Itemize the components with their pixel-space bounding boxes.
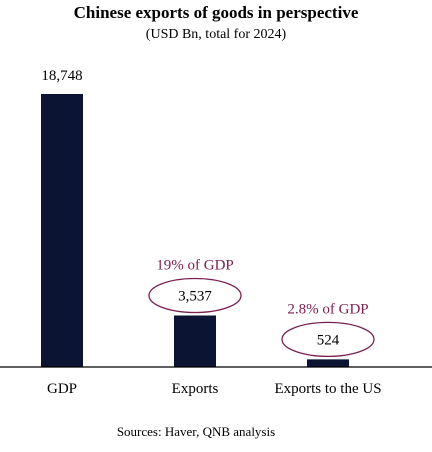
chart-title: Chinese exports of goods in perspective bbox=[74, 3, 359, 22]
bar-gdp bbox=[41, 94, 83, 367]
category-label-exports-to-the-us: Exports to the US bbox=[274, 381, 381, 397]
value-label-exports-to-the-us: 524 bbox=[317, 332, 340, 348]
annotation-exports-to-the-us: 2.8% of GDP bbox=[287, 301, 368, 317]
category-label-exports: Exports bbox=[172, 381, 219, 397]
value-label-gdp: 18,748 bbox=[41, 68, 82, 84]
source-note: Sources: Haver, QNB analysis bbox=[117, 424, 275, 439]
bar-exports bbox=[174, 315, 216, 367]
bar-exports-to-the-us bbox=[307, 359, 349, 367]
value-highlight-exports bbox=[148, 277, 242, 314]
plot-area: GDP 18,748 Exports 19% of GDP 3,537 Exports t… bbox=[41, 68, 382, 397]
annotation-exports: 19% of GDP bbox=[156, 257, 234, 273]
chart-subtitle: (USD Bn, total for 2024) bbox=[146, 27, 287, 42]
category-label-gdp: GDP bbox=[47, 381, 77, 397]
value-label-exports: 3,537 bbox=[178, 288, 212, 304]
value-highlight-exports-to-the-us bbox=[281, 321, 375, 358]
